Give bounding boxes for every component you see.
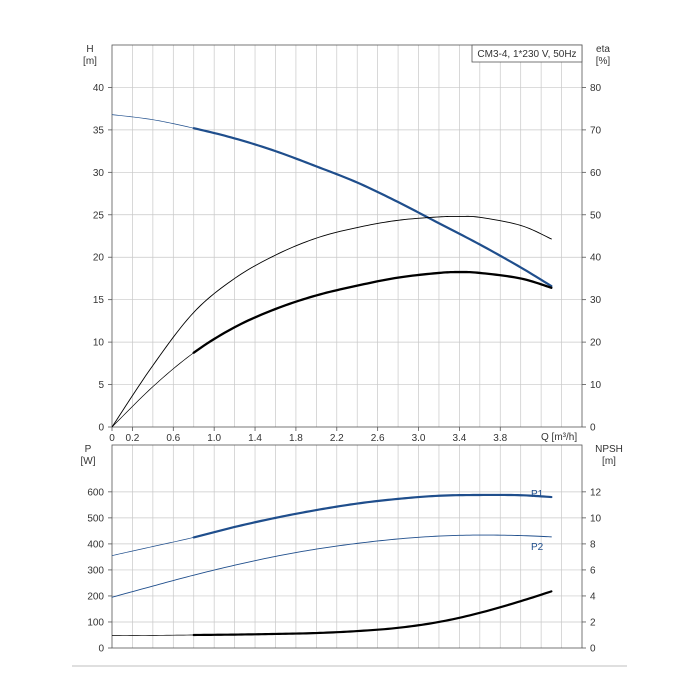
- bottom-right-y-ticks: 0 2 4 6 8 10 12: [582, 487, 602, 655]
- right-y-tick-label: 10: [590, 380, 602, 391]
- right-y-tick-label: 50: [590, 210, 602, 221]
- top-series: [111, 114, 553, 428]
- x-tick-label: 1.8: [289, 433, 303, 444]
- x-tick-label: 0.6: [166, 433, 180, 444]
- right-y-tick-label: 60: [590, 168, 602, 179]
- left-y-tick-label: 30: [93, 168, 105, 179]
- right-y-tick-label: 6: [590, 565, 596, 576]
- left-y-tick-label: 300: [87, 565, 104, 576]
- right-y-tick-label: 40: [590, 253, 602, 264]
- bottom-series: [111, 493, 553, 637]
- x-tick-label: 1.0: [207, 433, 221, 444]
- bottom-grid: [112, 445, 582, 648]
- series-line: [192, 270, 553, 354]
- left-y-tick-label: 100: [87, 617, 104, 628]
- series-line: [111, 534, 552, 598]
- left-y-tick-label: 600: [87, 487, 104, 498]
- top-grid: [112, 45, 582, 427]
- x-tick-label: 3.4: [452, 433, 466, 444]
- right-y-tick-label: 70: [590, 125, 602, 136]
- right-y-tick-label: 4: [590, 591, 596, 602]
- left-y-tick-label: 10: [93, 338, 105, 349]
- right-y-tick-label: 80: [590, 83, 602, 94]
- left-y-tick-label: 5: [98, 380, 104, 391]
- series-line-extension: [111, 352, 194, 428]
- right-y-tick-label: 20: [590, 338, 602, 349]
- left-y-tick-label: 400: [87, 539, 104, 550]
- right-y-tick-label: 12: [590, 487, 602, 498]
- bottom-plot-frame: [111, 444, 583, 649]
- chart-title-box: [471, 44, 583, 63]
- series-line-extension: [111, 537, 194, 556]
- series-line: [111, 215, 552, 428]
- left-y-tick-label: 500: [87, 513, 104, 524]
- series-line: [192, 590, 553, 637]
- x-tick-label: 0.2: [125, 433, 139, 444]
- x-tick-label: 3.0: [412, 433, 426, 444]
- left-y-tick-label: 20: [93, 253, 105, 264]
- x-tick-label: 2.6: [371, 433, 385, 444]
- x-axis-label: Q [m³/h]: [541, 432, 577, 443]
- p-axis-unit: [W]: [81, 456, 96, 467]
- right-y-tick-label: 8: [590, 539, 596, 550]
- left-y-tick-label: 0: [98, 644, 104, 655]
- x-tick-label: 3.8: [493, 433, 507, 444]
- eta-axis-label: eta: [596, 44, 610, 55]
- bottom-left-y-ticks: 0 100 200 300 400 500 600: [87, 487, 112, 655]
- p1-series-label: P1: [531, 489, 544, 500]
- series-line: [192, 493, 553, 539]
- h-axis-unit: [m]: [83, 56, 97, 67]
- top-x-ticks: 0 0.2 0.6 1.0 1.4 1.8 2.2 2.6 3.0 3.4 3.8: [109, 427, 508, 444]
- top-plot-frame: [111, 44, 583, 428]
- eta-axis-unit: [%]: [596, 56, 611, 67]
- series-line-extension: [111, 634, 194, 636]
- h-axis-label: H: [86, 44, 93, 55]
- right-y-tick-label: 0: [590, 423, 596, 434]
- left-y-tick-label: 15: [93, 295, 105, 306]
- top-left-y-ticks: 0 5 10 15 20 25 30 35 40: [93, 83, 112, 434]
- bottom-panel: 0 100 200 300 400 500 600 0 2 4 6 8 10 12 P [W] NPSH…: [81, 444, 623, 655]
- right-y-tick-label: 30: [590, 295, 602, 306]
- p2-series-label: P2: [531, 542, 544, 553]
- right-y-tick-label: 10: [590, 513, 602, 524]
- left-y-tick-label: 40: [93, 83, 105, 94]
- left-y-tick-label: 0: [98, 423, 104, 434]
- x-tick-label: 0: [109, 433, 115, 444]
- npsh-axis-unit: [m]: [602, 456, 616, 467]
- left-y-tick-label: 200: [87, 591, 104, 602]
- p-axis-label: P: [85, 444, 92, 455]
- right-y-tick-label: 2: [590, 617, 596, 628]
- chart-title: CM3-4, 1*230 V, 50Hz: [477, 49, 576, 60]
- right-y-tick-label: 0: [590, 644, 596, 655]
- top-right-y-ticks: 0 10 20 30 40 50 60 70 80: [582, 83, 602, 434]
- x-tick-label: 1.4: [248, 433, 262, 444]
- x-tick-label: 2.2: [330, 433, 344, 444]
- npsh-axis-label: NPSH: [595, 444, 623, 455]
- series-line-extension: [111, 114, 194, 129]
- left-y-tick-label: 35: [93, 125, 105, 136]
- left-y-tick-label: 25: [93, 210, 105, 221]
- series-line: [192, 127, 553, 288]
- top-panel: 0 0.2 0.6 1.0 1.4 1.8 2.2 2.6 3.0 3.4 3.8 0 5 10 15 20…: [83, 44, 610, 444]
